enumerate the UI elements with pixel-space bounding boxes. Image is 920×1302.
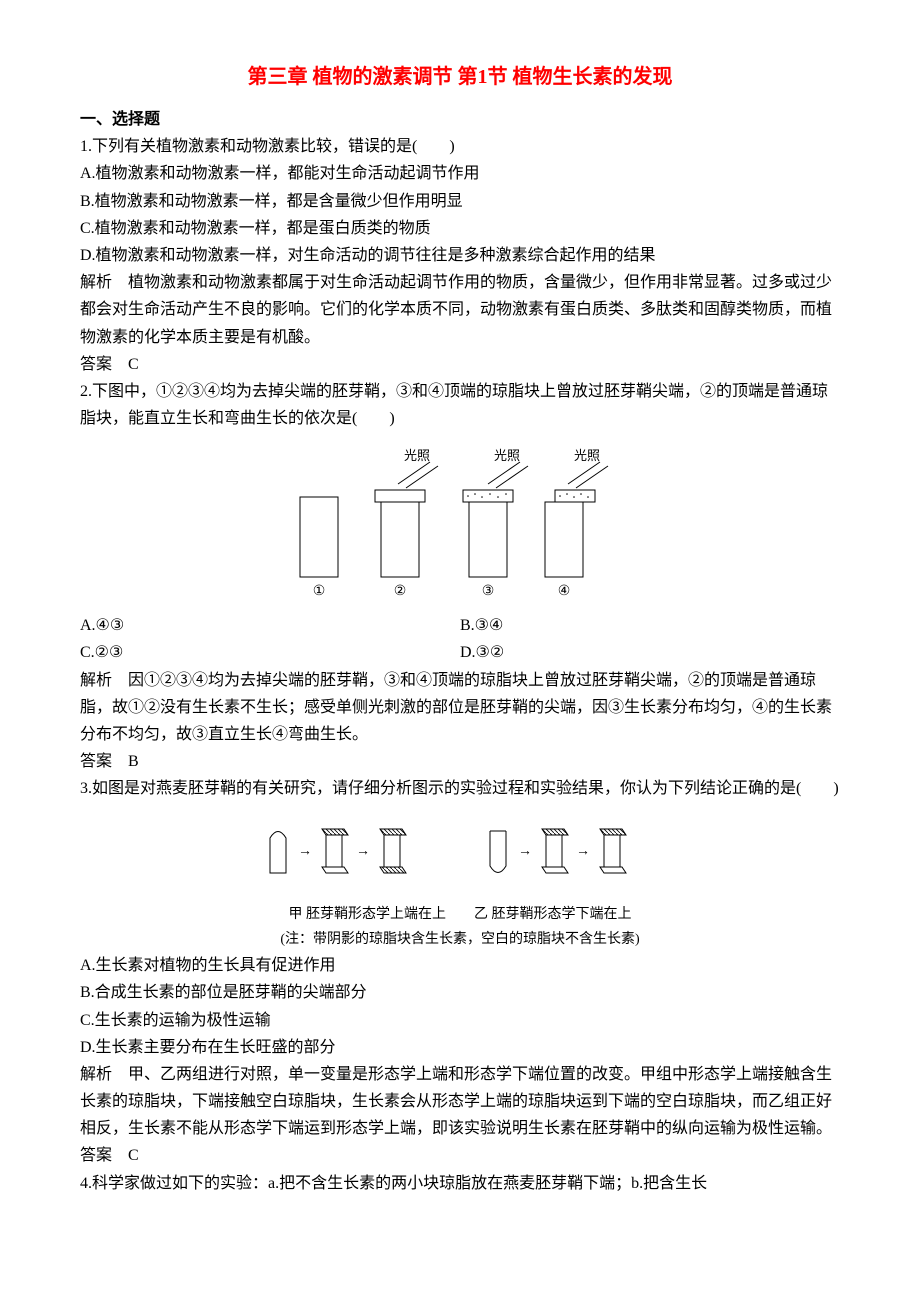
- q1-opt-d: D.植物激素和动物激素一样，对生命活动的调节往往是多种激素综合起作用的结果: [80, 242, 840, 269]
- q3-caption-2: (注：带阴影的琼脂块含生长素，空白的琼脂块不含生长素): [80, 928, 840, 952]
- page-title: 第三章 植物的激素调节 第1节 植物生长素的发现: [80, 60, 840, 94]
- q2-opt-d: D.③②: [460, 639, 840, 666]
- q4-stem: 4.科学家做过如下的实验：a.把不含生长素的两小块琼脂放在燕麦胚芽鞘下端；b.把…: [80, 1170, 840, 1197]
- section-heading: 一、选择题: [80, 106, 840, 133]
- diag-label-2: ②: [394, 584, 407, 599]
- light-label: 光照: [494, 448, 520, 463]
- q3-opt-c: C.生长素的运输为极性运输: [80, 1007, 840, 1034]
- light-label: 光照: [404, 448, 430, 463]
- q3-explanation: 解析 甲、乙两组进行对照，单一变量是形态学上端和形态学下端位置的改变。甲组中形态…: [80, 1061, 840, 1143]
- q2-opt-a: A.④③: [80, 612, 460, 639]
- svg-text:→: →: [576, 844, 590, 859]
- q1-stem: 1.下列有关植物激素和动物激素比较，错误的是( ): [80, 133, 840, 160]
- diag-label-4: ④: [558, 584, 571, 599]
- q2-diagram: 光照 光照 光照 ① ② ③ ④: [80, 442, 840, 602]
- svg-text:→: →: [356, 844, 370, 859]
- diag-label-3: ③: [482, 584, 495, 599]
- q1-opt-b: B.植物激素和动物激素一样，都是含量微少但作用明显: [80, 188, 840, 215]
- q2-answer: 答案 B: [80, 748, 840, 775]
- q3-caption-1: 甲 胚芽鞘形态学上端在上 乙 胚芽鞘形态学下端在上: [80, 903, 840, 927]
- svg-text:→: →: [298, 844, 312, 859]
- q2-opt-c: C.②③: [80, 639, 460, 666]
- q2-opt-b: B.③④: [460, 612, 840, 639]
- svg-text:→: →: [518, 844, 532, 859]
- q3-stem: 3.如图是对燕麦胚芽鞘的有关研究，请仔细分析图示的实验过程和实验结果，你认为下列…: [80, 775, 840, 802]
- q3-opt-b: B.合成生长素的部位是胚芽鞘的尖端部分: [80, 979, 840, 1006]
- q1-opt-a: A.植物激素和动物激素一样，都能对生命活动起调节作用: [80, 160, 840, 187]
- q3-answer: 答案 C: [80, 1142, 840, 1169]
- q3-opt-d: D.生长素主要分布在生长旺盛的部分: [80, 1034, 840, 1061]
- q2-explanation: 解析 因①②③④均为去掉尖端的胚芽鞘，③和④顶端的琼脂块上曾放过胚芽鞘尖端，②的…: [80, 667, 840, 749]
- q3-diagram: → → → →: [80, 813, 840, 893]
- q3-opt-a: A.生长素对植物的生长具有促进作用: [80, 952, 840, 979]
- light-label: 光照: [574, 448, 600, 463]
- q1-explanation: 解析 植物激素和动物激素都属于对生命活动起调节作用的物质，含量微少，但作用非常显…: [80, 269, 840, 351]
- q1-opt-c: C.植物激素和动物激素一样，都是蛋白质类的物质: [80, 215, 840, 242]
- q1-answer: 答案 C: [80, 351, 840, 378]
- q2-stem: 2.下图中，①②③④均为去掉尖端的胚芽鞘，③和④顶端的琼脂块上曾放过胚芽鞘尖端，…: [80, 378, 840, 432]
- diag-label-1: ①: [313, 584, 326, 599]
